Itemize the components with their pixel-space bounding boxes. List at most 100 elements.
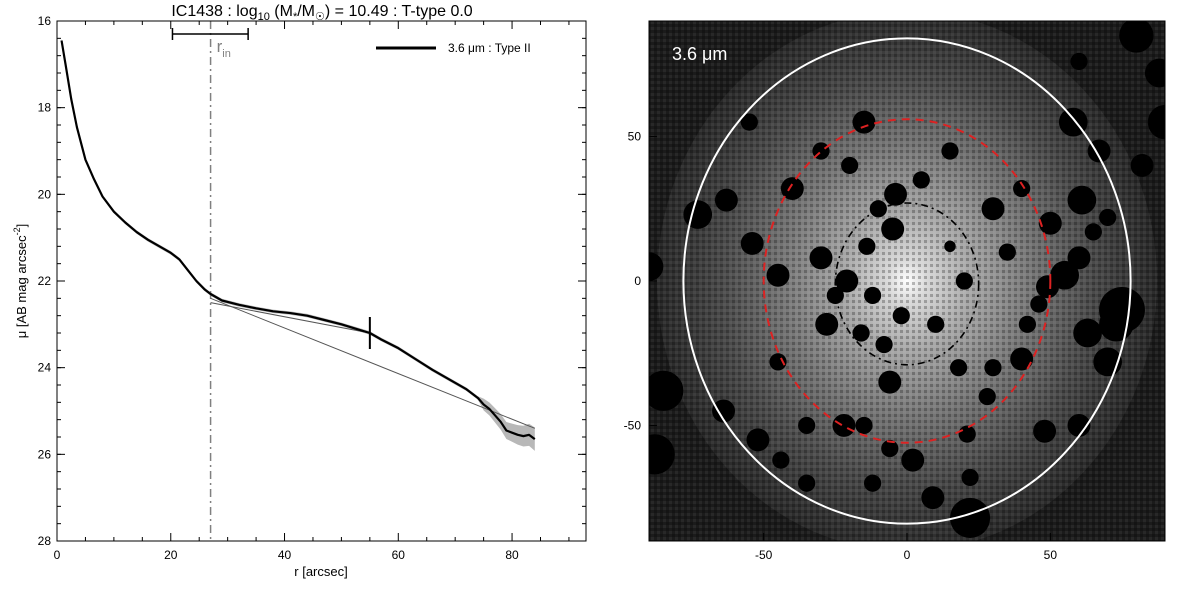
star-mask — [1147, 104, 1165, 140]
profile-axis-ticks: 0 20 40 60 80 16 18 20 22 24 26 28 — [38, 14, 586, 562]
star-mask — [832, 413, 856, 437]
star-mask — [1030, 295, 1048, 313]
legend-label: 3.6 μm : Type II — [448, 41, 531, 55]
star-mask — [869, 200, 887, 218]
fit-line-2 — [210, 302, 370, 334]
star-mask — [649, 370, 684, 411]
star-mask — [852, 110, 876, 134]
y-tick-label: 24 — [38, 361, 52, 375]
star-mask — [978, 387, 996, 406]
star-mask — [875, 335, 893, 354]
star-mask — [1144, 58, 1165, 88]
profile-panel: IC1438 : log10 (M*/M☉) = 10.49 : T-type … — [12, 3, 587, 579]
star-mask — [1067, 185, 1097, 215]
star-mask — [1067, 246, 1091, 270]
star-mask — [714, 188, 738, 212]
star-mask — [1119, 21, 1154, 53]
star-mask — [1050, 260, 1079, 290]
star-mask — [1070, 52, 1088, 71]
star-mask — [772, 451, 790, 469]
star-mask — [858, 237, 876, 255]
star-mask — [852, 324, 870, 342]
star-mask — [766, 263, 790, 287]
image-x-tick-label: 50 — [1044, 548, 1058, 562]
star-mask — [864, 474, 882, 492]
y-tick-label: 20 — [38, 187, 52, 201]
star-mask — [1099, 208, 1117, 227]
star-mask — [841, 156, 859, 175]
star-mask — [1038, 211, 1062, 235]
chart-title: IC1438 : log10 (M*/M☉) = 10.49 : T-type … — [171, 3, 472, 23]
star-mask — [981, 197, 1005, 221]
star-mask — [1130, 153, 1154, 177]
star-mask — [958, 425, 976, 443]
image-x-tick-label: -50 — [755, 548, 773, 562]
star-mask — [1073, 318, 1102, 348]
inner-radius-ellipse — [834, 202, 980, 366]
star-mask — [864, 286, 882, 305]
image-y-tick-label: 50 — [628, 130, 642, 144]
image-band-label: 3.6 μm — [672, 44, 727, 64]
star-mask — [809, 246, 833, 270]
x-tick-label: 60 — [392, 548, 406, 562]
star-mask — [955, 272, 973, 290]
star-mask — [878, 370, 902, 394]
star-mask — [1033, 419, 1057, 443]
star-mask — [835, 269, 859, 293]
star-mask — [912, 171, 930, 189]
star-mask — [892, 307, 910, 325]
star-mask — [881, 439, 899, 458]
star-mask — [855, 416, 873, 435]
star-mask — [712, 399, 735, 423]
star-mask — [941, 142, 959, 160]
x-tick-label: 20 — [164, 548, 178, 562]
star-mask — [884, 182, 907, 206]
star-mask — [649, 434, 675, 475]
y-tick-label: 26 — [38, 447, 52, 461]
star-mask — [881, 217, 905, 241]
star-mask — [927, 315, 945, 333]
masked-regions — [649, 21, 1165, 538]
star-mask — [1084, 223, 1102, 241]
star-mask — [683, 200, 713, 229]
image-x-tick-label: 0 — [904, 548, 911, 562]
star-mask — [950, 359, 968, 377]
star-mask — [984, 359, 1002, 377]
title-log-subscript: 10 — [258, 11, 270, 23]
image-frame — [648, 20, 1166, 542]
star-mask — [961, 468, 979, 487]
fit-line-1 — [210, 297, 535, 429]
y-tick-label: 22 — [38, 274, 52, 288]
star-mask — [1010, 347, 1034, 371]
star-mask — [740, 231, 764, 255]
star-mask — [1067, 413, 1091, 437]
galaxy-image — [649, 21, 1165, 541]
star-mask — [815, 312, 839, 336]
inner-radius-marker: rin — [171, 28, 249, 60]
star-mask — [649, 252, 664, 281]
star-mask — [780, 177, 804, 201]
star-mask — [921, 486, 945, 510]
star-mask — [798, 416, 816, 435]
star-mask — [944, 240, 956, 253]
y-axis-label: μ [AB mag arcsec-2] — [12, 224, 29, 339]
image-y-tick-label: -50 — [624, 418, 642, 432]
outer-isophote-ellipse — [682, 37, 1132, 525]
star-mask — [740, 113, 758, 131]
star-mask — [798, 474, 816, 492]
star-mask — [901, 448, 925, 472]
star-mask — [746, 428, 770, 452]
x-tick-label: 80 — [505, 548, 519, 562]
profile-series-line — [60, 40, 536, 441]
inner-radius-label: rin — [217, 37, 231, 60]
star-mask — [769, 353, 787, 371]
y-tick-label: 16 — [38, 14, 52, 28]
x-tick-label: 40 — [278, 548, 292, 562]
star-mask — [998, 243, 1016, 261]
y-tick-label: 28 — [38, 534, 52, 548]
star-mask — [1013, 179, 1031, 198]
star-mask — [1018, 315, 1036, 333]
x-tick-label: 0 — [54, 548, 61, 562]
x-axis-label: r [arcsec] — [294, 564, 347, 579]
